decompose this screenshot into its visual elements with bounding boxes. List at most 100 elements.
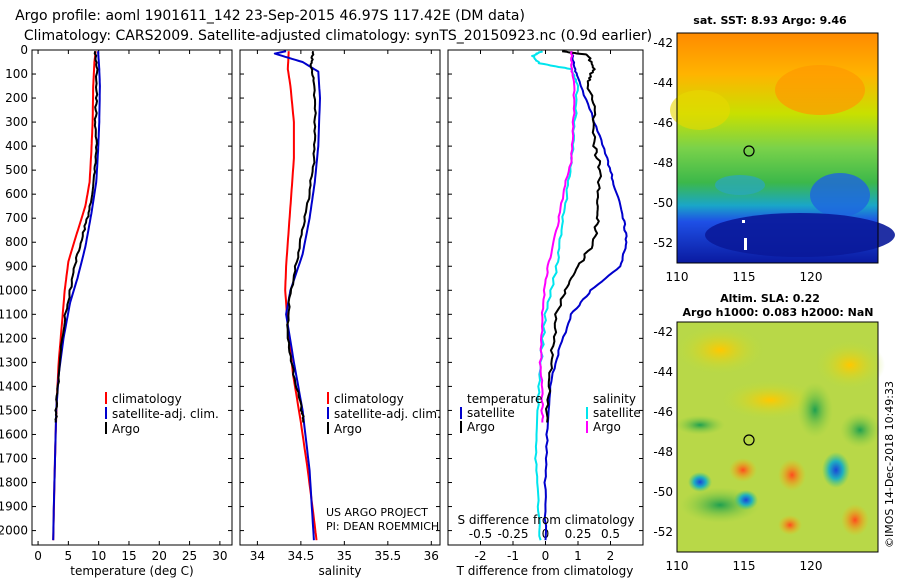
map-y-tick-label: -46 [653,405,673,419]
sst-cold-band [705,213,895,257]
depth-tick-label: 1500 [0,403,28,417]
difference-legend: temperature satellite Argo salinity sate… [460,392,641,434]
sla-high-eddy [778,459,806,491]
x-tick-label: 25 [182,549,197,563]
depth-tick-label: 800 [5,235,28,249]
series-line [284,51,318,541]
depth-tick-label: 1700 [0,451,28,465]
tick-layer: 0100200300400500600700800900100011001200… [0,36,822,573]
depth-tick-label: 200 [5,91,28,105]
t-difference-axis-label: T difference from climatology [456,564,634,578]
x-tick-label: 0 [542,549,550,563]
sla-high-eddy [778,515,802,535]
series-line [273,50,321,541]
legend-label-climatology: climatology [334,392,404,406]
x-tick-label: 35.5 [374,549,401,563]
sst-cool-eddy [810,173,870,217]
credit-pi: PI: DEAN ROEMMICH [326,520,439,533]
sla-high-patch [720,380,820,420]
depth-tick-label: 100 [5,67,28,81]
series-line [52,51,97,541]
sla-high-patch [675,325,765,375]
depth-tick-label: 900 [5,259,28,273]
x-tick-label: 34.5 [288,549,315,563]
legend-label-argo: Argo [334,422,362,436]
legend-title-temperature: temperature [467,392,542,406]
legend-label-t-argo: Argo [467,420,495,434]
depth-tick-label: 1400 [0,379,28,393]
map-y-tick-label: -48 [653,445,673,459]
temperature-panel-frame [31,49,233,546]
depth-tick-label: 1200 [0,331,28,345]
series-line [545,50,602,423]
sla-low-patch [840,412,880,448]
sst-argo-location-marker [743,145,755,157]
sst-warm-patch [670,90,730,130]
x-tick-label: 36 [424,549,439,563]
map-x-tick-label: 110 [666,270,689,284]
sla-map-title: Altim. SLA: 0.22 [720,292,820,305]
legend-label-argo: Argo [112,422,140,436]
x-tick-label: 5 [65,549,73,563]
sla-high-eddy [729,458,757,482]
x-tick-label: 35 [337,549,352,563]
figure-title-line2: Climatology: CARS2009. Satellite-adjuste… [24,28,652,44]
legend-label-satellite: satellite-adj. clim. [334,407,441,421]
map-y-tick-label: -46 [653,116,673,130]
sla-low-eddy [822,452,850,488]
depth-tick-label: 1100 [0,307,28,321]
sst-map-title: sat. SST: 8.93 Argo: 9.46 [693,14,847,27]
sla-low-patch [675,415,725,435]
depth-tick-label: 1300 [0,355,28,369]
map-y-tick-label: -52 [653,236,673,250]
x-tick-label: 30 [212,549,227,563]
sla-low-eddy [688,472,712,492]
sst-map [670,32,895,264]
legend-label-climatology: climatology [112,392,182,406]
x-tick-label: 34 [250,549,265,563]
depth-tick-label: 1800 [0,476,28,490]
sla-map [675,321,885,553]
s-difference-axis-label: S difference from climatology [458,513,635,527]
sla-argo-location-marker [743,434,755,446]
depth-tick-label: 400 [5,139,28,153]
s-diff-tick-label: -0.25 [497,527,528,541]
map-y-tick-label: -50 [653,485,673,499]
salinity-axis-label: salinity [318,564,361,578]
x-tick-label: -1 [507,549,519,563]
legend-label-t-satellite: satellite [467,406,515,420]
depth-tick-label: 500 [5,163,28,177]
s-diff-tick-label: 0.5 [601,527,620,541]
series-line [543,51,628,541]
x-tick-label: 2 [607,549,615,563]
sla-high-patch [815,340,885,390]
map-y-tick-label: -44 [653,76,673,90]
map-y-tick-label: -42 [653,36,673,50]
x-tick-label: 1 [574,549,582,563]
figure-title-line1: Argo profile: aoml 1901611_142 23-Sep-20… [15,8,525,24]
map-y-tick-label: -52 [653,525,673,539]
sst-missing-pixels [742,220,745,223]
map-y-tick-label: -50 [653,196,673,210]
imos-watermark: ©IMOS 14-Dec-2018 10:49:33 [883,381,896,548]
depth-tick-label: 0 [20,43,28,57]
x-tick-label: 0 [34,549,42,563]
map-y-tick-label: -44 [653,365,673,379]
sst-warm-patch [775,65,865,115]
s-diff-tick-label: 0.25 [565,527,592,541]
legend-label-satellite: satellite-adj. clim. [112,407,219,421]
legend-title-salinity: salinity [593,392,636,406]
depth-tick-label: 2000 [0,524,28,538]
sst-cool-eddy [715,175,765,195]
map-x-tick-label: 115 [733,270,756,284]
depth-tick-label: 1000 [0,283,28,297]
temperature-axis-label: temperature (deg C) [70,564,193,578]
depth-tick-label: 700 [5,211,28,225]
sst-map-frame [676,32,879,264]
depth-tick-label: 1600 [0,427,28,441]
depth-tick-label: 1900 [0,500,28,514]
sla-high-eddy [841,504,869,536]
legend-label-s-argo: Argo [593,420,621,434]
map-x-tick-label: 120 [800,559,823,573]
